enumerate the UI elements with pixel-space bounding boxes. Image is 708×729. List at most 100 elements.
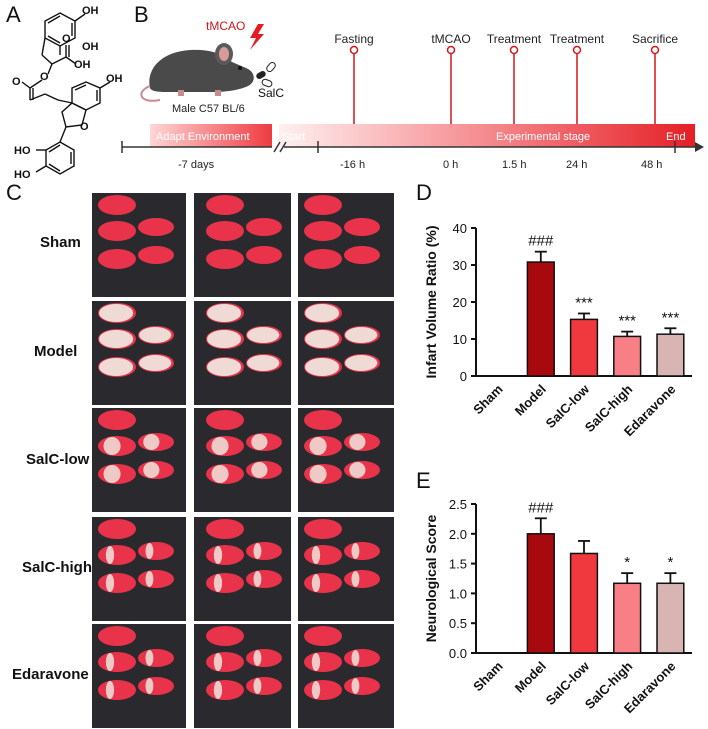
bar [526, 533, 555, 654]
atom-ho-1: HO [14, 145, 31, 157]
significance-mark: *** [618, 313, 636, 330]
brain-slice [304, 249, 342, 269]
infarct-area [344, 327, 378, 343]
infarct-area [213, 546, 223, 564]
infarct-area [253, 543, 262, 559]
infarct-area [99, 330, 134, 348]
infarct-area [105, 653, 115, 671]
y-tick-label: 20 [453, 295, 467, 310]
y-tick-label: 1.5 [449, 557, 467, 572]
row-label-edaravone: Edaravone [12, 666, 89, 683]
infarct-area [344, 355, 378, 371]
row-label-salc-low: SalC-low [26, 451, 90, 468]
infarct-area [145, 543, 154, 559]
significance-mark: * [667, 554, 673, 571]
infarct-area [143, 462, 160, 478]
phase-end-label: End [666, 131, 686, 143]
x-tick-label: Sham [470, 659, 506, 695]
brain-slice [98, 195, 136, 215]
infarct-area [103, 465, 121, 483]
infarct-area [311, 574, 321, 592]
infarct-area [207, 330, 242, 348]
infarct-area [211, 437, 229, 455]
brain-slice [98, 519, 136, 539]
brain-slice [304, 626, 342, 646]
mouse-illustration [140, 24, 276, 102]
atom-oh-3: OH [74, 59, 91, 71]
infarct-area [311, 546, 321, 564]
event-marker [572, 45, 582, 55]
infarct-area [246, 355, 280, 371]
significance-mark: * [624, 554, 630, 571]
brain-slice [304, 519, 342, 539]
event-marker [509, 45, 519, 55]
infarct-area [213, 574, 223, 592]
timeline: Male C57 BL/6 tMCAO SalC Adapt Environme… [121, 19, 704, 171]
bar [526, 261, 555, 377]
infarct-area [213, 653, 223, 671]
event-time: -16 h [340, 159, 365, 171]
y-tick-label: 1.0 [449, 586, 467, 601]
brain-slice [98, 221, 136, 241]
event-time: 24 h [566, 159, 587, 171]
event-time: 0 h [443, 159, 458, 171]
infarct-area [207, 304, 242, 322]
salc-drug-label: SalC [258, 86, 284, 100]
event-label: Fasting [334, 32, 373, 46]
event-label: Treatment [487, 32, 542, 46]
y-tick-label: 30 [453, 258, 467, 273]
infarct-area [351, 571, 360, 587]
y-tick-label: 0.5 [449, 616, 467, 631]
significance-mark: *** [662, 309, 680, 326]
infarct-area [213, 681, 223, 699]
panel-label-c: C [6, 180, 22, 205]
infarct-area [309, 437, 327, 455]
brain-slice [344, 218, 380, 236]
brain-slice [246, 246, 282, 264]
brain-slice [98, 626, 136, 646]
panel-label-e: E [416, 468, 431, 493]
infarct-area [99, 358, 134, 376]
row-label-sham: Sham [40, 234, 81, 251]
y-tick-label: 0.0 [449, 646, 467, 661]
atom-o-4: O [80, 121, 89, 133]
infarct-area [351, 543, 360, 559]
atom-ho-2: HO [14, 169, 31, 181]
bar [656, 582, 685, 654]
infarct-area [311, 681, 321, 699]
atom-oh-4: OH [106, 73, 123, 85]
infarct-area [138, 327, 172, 343]
y-axis-title: Infart Volume Ratio (%) [423, 226, 439, 379]
infarct-area [105, 681, 115, 699]
infarct-area [211, 465, 229, 483]
y-tick-label: 10 [453, 332, 467, 347]
event-label: Treatment [550, 32, 605, 46]
significance-mark: ### [528, 499, 554, 516]
atom-oh-2: OH [82, 41, 99, 53]
infarct-area [305, 330, 340, 348]
row-label-model: Model [34, 343, 78, 360]
brain-slice [206, 519, 244, 539]
brain-slice [246, 218, 282, 236]
row-label-salc-high: SalC-high [22, 559, 92, 576]
brain-slice [206, 249, 244, 269]
infarct-area [246, 327, 280, 343]
infarct-area [351, 678, 360, 694]
significance-mark: ### [528, 233, 554, 250]
y-tick-label: 0 [460, 369, 467, 384]
infarct-area [105, 546, 115, 564]
brain-slice [344, 246, 380, 264]
significance-mark: *** [575, 294, 593, 311]
event-label: Sacrifice [632, 32, 678, 46]
infarct-area [145, 650, 154, 666]
infarct-area [349, 434, 366, 450]
infarct-area [351, 650, 360, 666]
event-marker [446, 45, 456, 55]
brain-slice [98, 410, 136, 430]
y-axis-title: Neurological Score [423, 514, 439, 642]
phase-adapt-label: Adapt Environment [156, 131, 250, 143]
y-tick-label: 40 [453, 221, 467, 236]
event-label: tMCAO [431, 32, 470, 46]
infarct-area [143, 434, 160, 450]
